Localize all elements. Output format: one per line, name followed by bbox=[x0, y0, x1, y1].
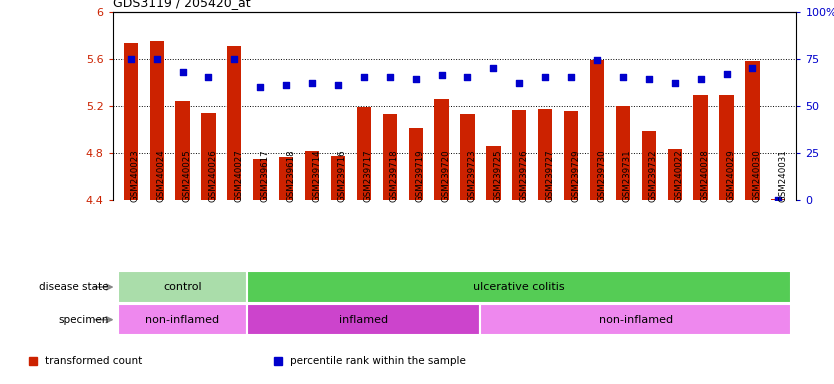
Bar bbox=[118, 304, 248, 335]
Point bbox=[124, 56, 138, 62]
Bar bbox=[383, 114, 397, 200]
Bar bbox=[641, 131, 656, 200]
Point bbox=[487, 65, 500, 71]
Bar bbox=[175, 101, 189, 200]
Bar bbox=[279, 157, 294, 200]
Bar bbox=[305, 151, 319, 200]
Point bbox=[305, 80, 319, 86]
Point bbox=[331, 82, 344, 88]
Text: GSM240025: GSM240025 bbox=[183, 149, 192, 202]
Text: percentile rank within the sample: percentile rank within the sample bbox=[290, 356, 466, 366]
Bar bbox=[615, 106, 630, 200]
Point bbox=[616, 74, 630, 81]
Bar bbox=[460, 114, 475, 200]
Point bbox=[409, 76, 422, 82]
Point bbox=[228, 56, 241, 62]
Point bbox=[150, 56, 163, 62]
Text: GSM240026: GSM240026 bbox=[208, 149, 218, 202]
Bar bbox=[694, 95, 708, 200]
Text: GSM240024: GSM240024 bbox=[157, 149, 166, 202]
Bar bbox=[435, 99, 449, 200]
Point bbox=[461, 74, 475, 81]
Point bbox=[539, 74, 552, 81]
Point bbox=[590, 57, 604, 63]
Point bbox=[254, 84, 267, 90]
Bar bbox=[720, 95, 734, 200]
Text: GSM240030: GSM240030 bbox=[752, 149, 761, 202]
Bar bbox=[254, 159, 268, 200]
Text: GSM239732: GSM239732 bbox=[649, 149, 658, 202]
Bar bbox=[248, 271, 791, 303]
Point bbox=[357, 74, 370, 81]
Text: GSM240022: GSM240022 bbox=[675, 149, 684, 202]
Bar bbox=[538, 109, 552, 200]
Bar bbox=[771, 199, 786, 200]
Point bbox=[435, 73, 448, 79]
Bar bbox=[123, 43, 138, 200]
Text: control: control bbox=[163, 282, 202, 292]
Bar bbox=[667, 149, 682, 200]
Bar bbox=[512, 110, 526, 200]
Text: GSM240031: GSM240031 bbox=[778, 149, 787, 202]
Point bbox=[720, 71, 733, 77]
Text: non-inflamed: non-inflamed bbox=[145, 314, 219, 325]
Text: GSM239714: GSM239714 bbox=[312, 149, 321, 202]
Text: GSM240028: GSM240028 bbox=[701, 149, 710, 202]
Text: GSM239719: GSM239719 bbox=[415, 149, 425, 202]
Text: GSM240027: GSM240027 bbox=[234, 149, 244, 202]
Text: disease state: disease state bbox=[39, 282, 108, 292]
Bar bbox=[357, 107, 371, 200]
Text: specimen: specimen bbox=[58, 314, 108, 325]
Bar bbox=[149, 41, 163, 200]
Point bbox=[771, 197, 785, 203]
Point bbox=[383, 74, 396, 81]
Point bbox=[176, 69, 189, 75]
Point bbox=[565, 74, 578, 81]
Text: GSM239731: GSM239731 bbox=[623, 149, 632, 202]
Point bbox=[513, 80, 526, 86]
Text: GSM239729: GSM239729 bbox=[571, 149, 580, 202]
Text: GSM239725: GSM239725 bbox=[494, 149, 502, 202]
Bar bbox=[331, 156, 345, 200]
Text: transformed count: transformed count bbox=[45, 356, 143, 366]
Point bbox=[642, 76, 656, 82]
Text: GSM239727: GSM239727 bbox=[545, 149, 555, 202]
Bar bbox=[118, 271, 248, 303]
Point bbox=[668, 80, 681, 86]
Point bbox=[202, 74, 215, 81]
Text: non-inflamed: non-inflamed bbox=[599, 314, 673, 325]
Text: GSM239716: GSM239716 bbox=[338, 149, 347, 202]
Text: GSM239717: GSM239717 bbox=[364, 149, 373, 202]
Text: GSM240023: GSM240023 bbox=[131, 149, 140, 202]
Bar bbox=[227, 46, 242, 200]
Text: GSM239720: GSM239720 bbox=[441, 149, 450, 202]
Text: GSM239618: GSM239618 bbox=[286, 149, 295, 202]
Text: GSM239730: GSM239730 bbox=[597, 149, 606, 202]
Text: GSM239723: GSM239723 bbox=[468, 149, 476, 202]
Bar bbox=[590, 60, 604, 200]
Text: inflamed: inflamed bbox=[339, 314, 389, 325]
Bar bbox=[480, 304, 791, 335]
Bar bbox=[409, 128, 423, 200]
Text: GSM239718: GSM239718 bbox=[389, 149, 399, 202]
Bar bbox=[564, 111, 578, 200]
Text: GDS3119 / 205420_at: GDS3119 / 205420_at bbox=[113, 0, 250, 9]
Text: GSM239726: GSM239726 bbox=[520, 149, 528, 202]
Text: GSM240029: GSM240029 bbox=[726, 149, 736, 202]
Text: ulcerative colitis: ulcerative colitis bbox=[474, 282, 565, 292]
Point bbox=[746, 65, 759, 71]
Bar bbox=[486, 146, 500, 200]
Point bbox=[279, 82, 293, 88]
Bar bbox=[248, 304, 480, 335]
Text: GSM239617: GSM239617 bbox=[260, 149, 269, 202]
Bar bbox=[746, 61, 760, 200]
Point bbox=[694, 76, 707, 82]
Bar bbox=[201, 113, 215, 200]
